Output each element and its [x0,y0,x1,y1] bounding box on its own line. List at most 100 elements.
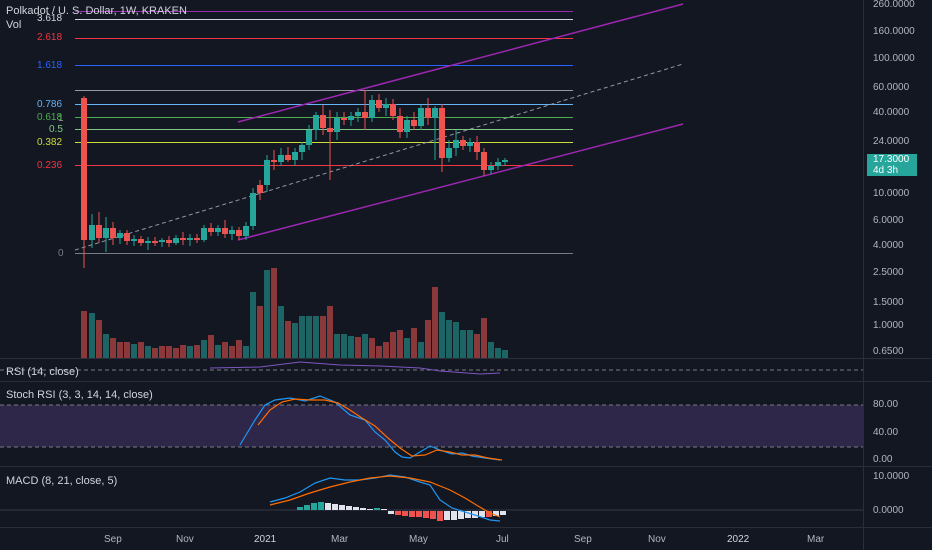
candle-body [383,104,389,108]
macd-histogram-bar [444,511,450,520]
candle-body [152,241,158,243]
volume-bar [383,342,389,358]
time-axis-tick: Sep [574,534,592,545]
volume-bar [215,345,221,358]
time-axis-tick: Nov [648,534,666,545]
volume-bar [278,306,284,358]
candle-body [299,145,305,152]
macd-histogram-bar [409,511,415,517]
candle-body [334,118,340,132]
stoch-band [0,405,863,447]
macd-histogram-bar [437,511,443,521]
candle-body [236,230,242,236]
candle-body [348,116,354,120]
volume-bar [173,348,179,358]
fib-label: 1.618 [37,60,62,71]
candle-body [474,142,480,152]
volume-bar [418,342,424,358]
volume-bar [369,338,375,358]
volume-bar [89,313,95,358]
candle-body [502,160,508,162]
macd-label[interactable]: MACD (8, 21, close, 5) [6,475,117,487]
volume-bar [306,316,312,358]
volume-bar [481,318,487,358]
candle-body [362,112,368,118]
price-axis-tick: 100.0000 [873,53,915,64]
candle-body [411,120,417,126]
volume-bar [208,335,214,358]
volume-bar [390,332,396,358]
price-axis-tick: 160.0000 [873,26,915,37]
macd-histogram-bar [451,511,457,520]
volume-bar [201,340,207,358]
volume-bar [292,323,298,358]
candle-body [173,238,179,243]
candle-body [341,118,347,120]
price-axis-tick: 24.0000 [873,136,909,147]
volume-bar [376,346,382,358]
volume-bar [96,320,102,358]
candle-body [89,225,95,240]
volume-bar [271,268,277,358]
candle-body [467,142,473,146]
candle-body [187,238,193,240]
time-axis-tick: Sep [104,534,122,545]
volume-bar [348,336,354,358]
macd-histogram-bar [346,506,352,510]
macd-histogram-bar [416,511,422,517]
macd-histogram-bar [304,505,310,510]
candle-body [446,148,452,158]
price-candles[interactable] [81,90,508,268]
candle-body [432,108,438,118]
price-axis-tick: 1.0000 [873,320,904,331]
time-axis-tick: Nov [176,534,194,545]
volume-bar [117,342,123,358]
macd-histogram-bar [402,511,408,516]
candle-body [453,140,459,148]
candle-body [306,130,312,145]
time-axis-tick: 2021 [254,534,276,545]
candle-body [355,112,361,116]
macd-histogram-bar [388,511,394,514]
last-price-value: 17.3000 [873,154,917,165]
price-axis-tick: 6.0000 [873,215,904,226]
volume-bar [145,346,151,358]
volume-bar [453,322,459,358]
candle-body [222,228,228,234]
macd-axis-tick: 10.0000 [873,471,909,482]
macd-histogram-bar [500,511,506,515]
volume-bar [446,320,452,358]
volume-bar [502,350,508,358]
rsi-label[interactable]: RSI (14, close) [6,366,79,378]
candle-body [166,240,172,243]
macd-signal-line [270,476,500,517]
price-axis-tick: 260.0000 [873,0,915,10]
volume-bar [236,340,242,358]
volume-bars [81,268,508,358]
candle-body [460,140,466,146]
volume-bar [467,330,473,358]
candle-body [376,100,382,108]
volume-bar [187,346,193,358]
macd-histogram-bar [430,511,436,519]
candle-body [215,228,221,232]
macd-histogram-bar [381,509,387,510]
macd-histogram-bar [353,507,359,510]
volume-bar [124,342,130,358]
candle-body [201,228,207,240]
candle-body [194,238,200,240]
parallel-channel[interactable] [75,4,683,250]
candle-body [369,100,375,118]
price-axis-tick: 60.0000 [873,82,909,93]
volume-bar [194,345,200,358]
volume-bar [285,321,291,358]
candle-body [250,193,256,226]
candle-body [229,230,235,234]
macd-histogram-bar [423,511,429,518]
volume-bar [432,287,438,358]
candle-body [81,98,87,240]
volume-bar [488,342,494,358]
stoch-rsi-label[interactable]: Stoch RSI (3, 3, 14, 14, close) [6,389,153,401]
fib-label: 0 [58,248,64,259]
